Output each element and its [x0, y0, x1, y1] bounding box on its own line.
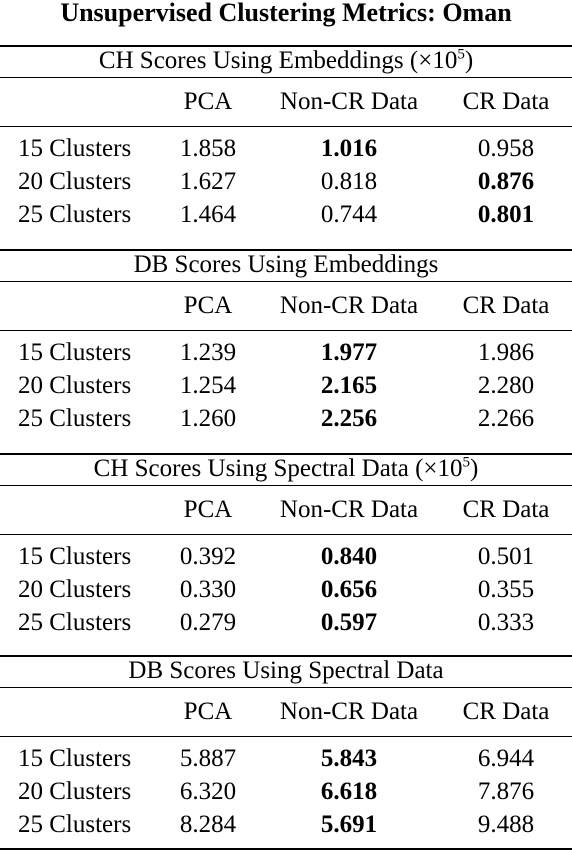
- table-cell: 1.239: [179, 339, 237, 366]
- table-cell: 7.876: [477, 778, 535, 805]
- table-cell: 1.464: [179, 201, 237, 228]
- row-label: 25 Clusters: [18, 201, 132, 228]
- section-title-exponent: 5: [462, 454, 471, 471]
- table-cell: 6.944: [477, 745, 535, 772]
- section-title-text: CH Scores Using Spectral Data (×10: [93, 455, 463, 482]
- section-title: DB Scores Using Embeddings: [0, 252, 572, 278]
- column-header: Non-CR Data: [279, 292, 419, 319]
- section-title-rule: [0, 77, 572, 78]
- column-header: Non-CR Data: [279, 88, 419, 115]
- row-label: 25 Clusters: [18, 405, 132, 432]
- section-title-rule: [0, 687, 572, 688]
- row-label: 20 Clusters: [18, 168, 132, 195]
- column-header: PCA: [183, 292, 233, 319]
- section-title-suffix: ): [470, 455, 479, 482]
- section-title-text: DB Scores Using Spectral Data: [128, 657, 444, 684]
- table-cell: 0.355: [477, 576, 535, 603]
- table-cell: 1.858: [179, 135, 237, 162]
- table-cell: 1.977: [320, 339, 378, 366]
- table-cell: 6.618: [320, 778, 378, 805]
- row-label: 20 Clusters: [18, 372, 132, 399]
- column-header: CR Data: [462, 292, 550, 319]
- row-label: 20 Clusters: [18, 576, 132, 603]
- section-top-rule: [0, 655, 572, 657]
- table-cell: 1.254: [179, 372, 237, 399]
- table-cell: 0.597: [320, 609, 378, 636]
- table-cell: 0.840: [320, 543, 378, 570]
- column-header: CR Data: [462, 496, 550, 523]
- section-title-text: CH Scores Using Embeddings (×10: [98, 47, 458, 74]
- column-header: CR Data: [462, 698, 550, 725]
- table-cell: 1.986: [477, 339, 535, 366]
- section-title: CH Scores Using Embeddings (×105): [0, 46, 572, 74]
- table-cell: 0.801: [477, 201, 535, 228]
- table-cell: 0.656: [320, 576, 378, 603]
- table-bottom-rule: [0, 848, 572, 850]
- column-header: Non-CR Data: [279, 496, 419, 523]
- section-top-rule: [0, 453, 572, 455]
- row-label: 15 Clusters: [18, 135, 132, 162]
- table-cell: 2.280: [477, 372, 535, 399]
- table-cell: 5.887: [179, 745, 237, 772]
- table-cell: 9.488: [477, 811, 535, 838]
- row-label: 15 Clusters: [18, 543, 132, 570]
- row-label: 15 Clusters: [18, 339, 132, 366]
- table-title: Unsupervised Clustering Metrics: Oman: [60, 0, 512, 27]
- header-rule: [0, 330, 572, 331]
- table-cell: 2.256: [320, 405, 378, 432]
- row-label: 25 Clusters: [18, 811, 132, 838]
- table-cell: 8.284: [179, 811, 237, 838]
- table-cell: 0.958: [477, 135, 535, 162]
- table-cell: 1.260: [179, 405, 237, 432]
- table-cell: 5.843: [320, 745, 378, 772]
- header-rule: [0, 736, 572, 737]
- row-label: 20 Clusters: [18, 778, 132, 805]
- table-cell: 0.501: [477, 543, 535, 570]
- section-title: DB Scores Using Spectral Data: [0, 658, 572, 684]
- table-cell: 1.016: [320, 135, 378, 162]
- table-cell: 0.876: [477, 168, 535, 195]
- table-cell: 0.744: [320, 201, 378, 228]
- header-rule: [0, 126, 572, 127]
- row-label: 15 Clusters: [18, 745, 132, 772]
- header-rule: [0, 534, 572, 535]
- table-cell: 0.333: [477, 609, 535, 636]
- row-label: 25 Clusters: [18, 609, 132, 636]
- table-cell: 2.266: [477, 405, 535, 432]
- table-cell: 0.392: [179, 543, 237, 570]
- column-header: PCA: [183, 496, 233, 523]
- section-title-exponent: 5: [457, 46, 465, 63]
- column-header: CR Data: [462, 88, 550, 115]
- section-title-rule: [0, 485, 572, 486]
- section-title-text: DB Scores Using Embeddings: [133, 251, 439, 278]
- column-header: PCA: [183, 698, 233, 725]
- table-cell: 0.279: [179, 609, 237, 636]
- section-title: CH Scores Using Spectral Data (×105): [0, 454, 572, 482]
- column-header: Non-CR Data: [279, 698, 419, 725]
- column-header: PCA: [183, 88, 233, 115]
- table-cell: 1.627: [179, 168, 237, 195]
- table-cell: 0.330: [179, 576, 237, 603]
- table-cell: 6.320: [179, 778, 237, 805]
- section-top-rule: [0, 249, 572, 251]
- section-title-suffix: ): [464, 47, 474, 74]
- table-cell: 2.165: [320, 372, 378, 399]
- section-top-rule: [0, 45, 572, 47]
- table-cell: 0.818: [320, 168, 378, 195]
- table-cell: 5.691: [320, 811, 378, 838]
- section-title-rule: [0, 281, 572, 282]
